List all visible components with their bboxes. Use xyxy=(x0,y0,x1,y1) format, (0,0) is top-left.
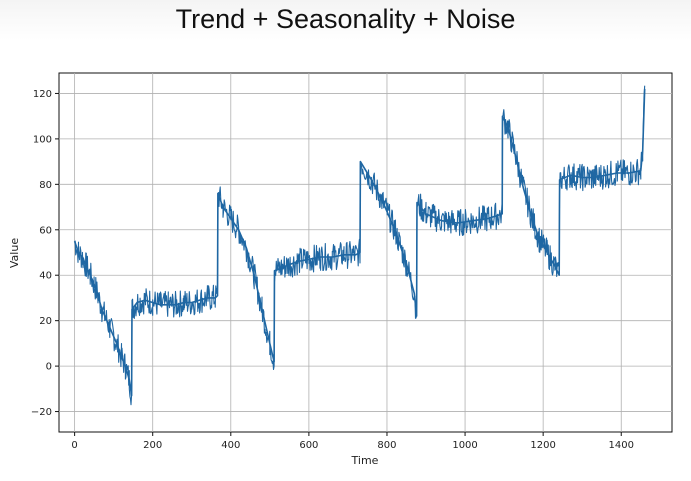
series-layer xyxy=(73,85,646,406)
y-tick-label: 80 xyxy=(39,180,52,191)
y-tick-label: 0 xyxy=(46,362,52,373)
grid-layer xyxy=(59,73,672,432)
y-tick-label: 60 xyxy=(39,225,52,236)
slide-title: Trend + Seasonality + Noise xyxy=(175,4,516,34)
y-tick-label: 40 xyxy=(39,271,52,282)
x-axis-label: Time xyxy=(351,454,379,467)
y-tick-label: 100 xyxy=(33,134,52,145)
x-tick-label: 400 xyxy=(221,440,240,451)
y-tick-label: −20 xyxy=(31,407,52,418)
x-tick-label: 1400 xyxy=(609,440,634,451)
x-tick-label: 800 xyxy=(377,440,396,451)
x-tick-layer: 0 200 400 600 800 1000 1200 1400 xyxy=(71,432,634,451)
y-axis-label: Value xyxy=(8,238,21,268)
series-line xyxy=(73,88,646,397)
x-tick-label: 200 xyxy=(143,440,162,451)
y-tick-label: 120 xyxy=(33,89,52,100)
plot-frame xyxy=(58,72,673,433)
y-tick-label: 20 xyxy=(39,316,52,327)
x-tick-label: 0 xyxy=(71,440,77,451)
x-tick-label: 1200 xyxy=(530,440,555,451)
x-tick-label: 600 xyxy=(299,440,318,451)
series-noise-line xyxy=(74,85,646,406)
y-tick-layer: −20 0 20 40 60 80 100 120 xyxy=(31,89,59,418)
x-tick-label: 1000 xyxy=(452,440,477,451)
